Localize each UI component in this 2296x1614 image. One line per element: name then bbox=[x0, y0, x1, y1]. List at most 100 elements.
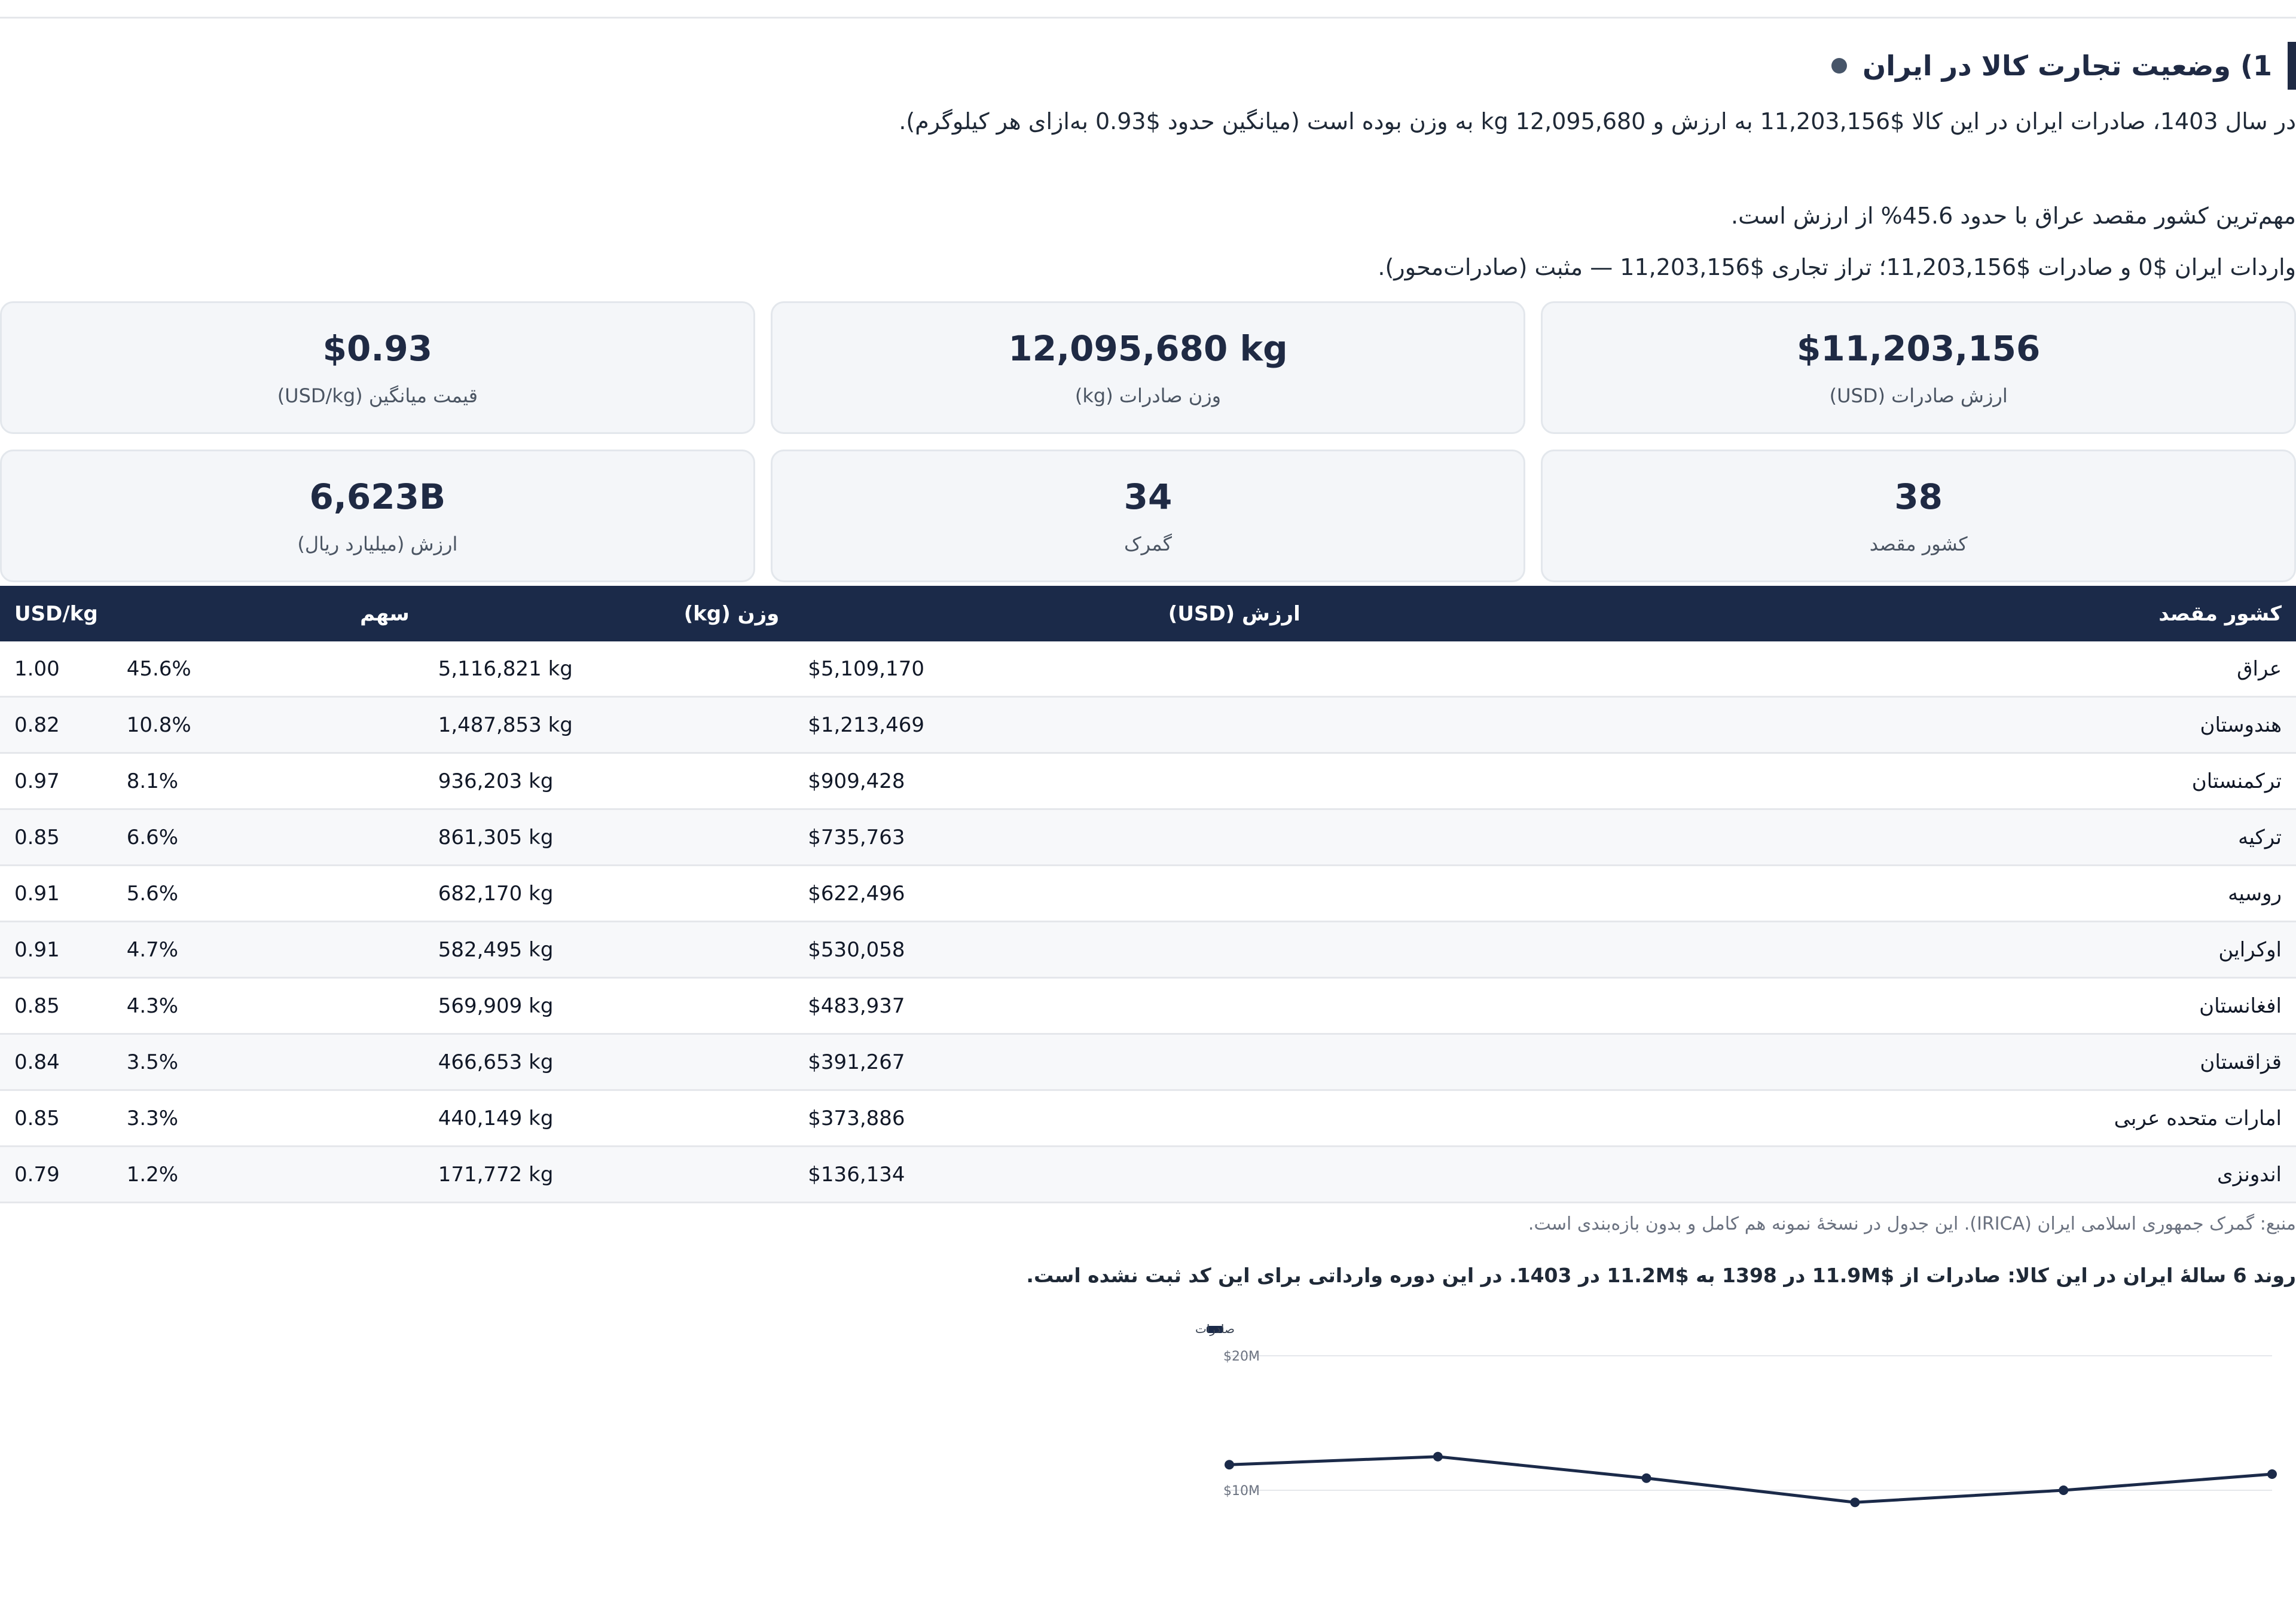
cell-value: $483,937 bbox=[793, 977, 1315, 1035]
cell-weight: 5,116,821 kg bbox=[423, 641, 794, 698]
table-row: ترکیه $735,763 861,305 kg 6.6% 0.85 bbox=[0, 809, 2296, 866]
summary-paragraph-1: در سال 1403، صادرات ایران در این کالا $1… bbox=[899, 108, 2296, 134]
kpi-label: قیمت میانگین (USD/kg) bbox=[277, 384, 478, 407]
source-note: منبع: گمرک جمهوری اسلامی ایران (IRICA). … bbox=[1528, 1213, 2296, 1234]
kpi-card-value-rial: 6,623B ارزش (میلیارد ریال) bbox=[0, 450, 755, 582]
cell-value: $391,267 bbox=[793, 1034, 1315, 1091]
data-point bbox=[1225, 1460, 1234, 1470]
kpi-card-destination-countries: 38 کشور مقصد bbox=[1541, 450, 2296, 582]
data-point bbox=[1641, 1473, 1651, 1483]
cell-share: 1.2% bbox=[112, 1146, 424, 1203]
trend-chart-svg: $20M $10M صادرات bbox=[1195, 1322, 2277, 1508]
cell-share: 4.3% bbox=[112, 977, 424, 1035]
cell-value: $530,058 bbox=[793, 921, 1315, 979]
destination-table: کشور مقصد ارزش (USD) وزن (kg) سهم USD/kg… bbox=[0, 586, 2296, 1203]
cell-weight: 466,653 kg bbox=[423, 1034, 794, 1091]
kpi-value: 38 bbox=[1894, 476, 1943, 517]
section-title: 1) وضعیت تجارت کالا در ایران bbox=[1862, 50, 2272, 82]
kpi-label: گمرک bbox=[1124, 533, 1173, 555]
cell-weight: 440,149 kg bbox=[423, 1090, 794, 1147]
cell-weight: 171,772 kg bbox=[423, 1146, 794, 1203]
kpi-card-average-price: $0.93 قیمت میانگین (USD/kg) bbox=[0, 301, 755, 434]
cell-share: 4.7% bbox=[112, 921, 424, 979]
cell-country: اندونزی bbox=[1314, 1146, 2296, 1203]
table-row: روسیه $622,496 682,170 kg 5.6% 0.91 bbox=[0, 865, 2296, 922]
cell-value: $5,109,170 bbox=[793, 641, 1315, 698]
series-line-exports bbox=[1229, 1455, 2273, 1504]
kpi-value: 12,095,680 kg bbox=[1008, 328, 1288, 369]
cell-share: 10.8% bbox=[112, 696, 424, 754]
cell-share: 3.5% bbox=[112, 1034, 424, 1091]
cell-usd-per-kg: 0.91 bbox=[0, 865, 112, 922]
top-divider bbox=[0, 0, 2296, 19]
cell-usd-per-kg: 0.85 bbox=[0, 1090, 112, 1147]
data-point bbox=[1433, 1451, 1443, 1462]
cell-value: $735,763 bbox=[793, 809, 1315, 866]
cell-share: 8.1% bbox=[112, 753, 424, 810]
cell-share: 3.3% bbox=[112, 1090, 424, 1147]
cell-weight: 569,909 kg bbox=[423, 977, 794, 1035]
cell-share: 5.6% bbox=[112, 865, 424, 922]
data-point bbox=[1850, 1497, 1860, 1508]
bullet-dot-icon bbox=[1831, 58, 1847, 74]
kpi-card-export-value: $11,203,156 ارزش صادرات (USD) bbox=[1541, 301, 2296, 434]
kpi-card-customs: 34 گمرک bbox=[770, 450, 1526, 582]
y-tick-label: $10M bbox=[1223, 1484, 1260, 1499]
table-row: عراق $5,109,170 5,116,821 kg 45.6% 1.00 bbox=[0, 641, 2296, 698]
cell-country: ترکیه bbox=[1314, 809, 2296, 866]
table-row: قزاقستان $391,267 466,653 kg 3.5% 0.84 bbox=[0, 1034, 2296, 1091]
table-row: امارات متحده عربی $373,886 440,149 kg 3.3% 0… bbox=[0, 1090, 2296, 1147]
data-point bbox=[2267, 1469, 2277, 1479]
cell-value: $622,496 bbox=[793, 865, 1315, 922]
cell-usd-per-kg: 0.97 bbox=[0, 753, 112, 810]
kpi-value: $11,203,156 bbox=[1797, 328, 2041, 369]
trend-chart: $20M $10M صادرات bbox=[1184, 1309, 2296, 1614]
table-header-row: کشور مقصد ارزش (USD) وزن (kg) سهم USD/kg bbox=[0, 586, 2296, 641]
section-heading: 1) وضعیت تجارت کالا در ایران bbox=[1831, 42, 2296, 90]
header-country: کشور مقصد bbox=[1314, 586, 2296, 641]
kpi-label: کشور مقصد bbox=[1869, 533, 1968, 555]
cell-usd-per-kg: 0.82 bbox=[0, 696, 112, 754]
legend-label: صادرات bbox=[1195, 1322, 1235, 1336]
cell-value: $373,886 bbox=[793, 1090, 1315, 1147]
kpi-value: 34 bbox=[1123, 476, 1173, 517]
cell-country: اوکراین bbox=[1314, 921, 2296, 979]
cell-usd-per-kg: 0.79 bbox=[0, 1146, 112, 1203]
cell-country: امارات متحده عربی bbox=[1314, 1090, 2296, 1147]
cell-usd-per-kg: 0.84 bbox=[0, 1034, 112, 1091]
cell-usd-per-kg: 0.85 bbox=[0, 977, 112, 1035]
legend-swatch bbox=[1207, 1326, 1223, 1333]
y-tick-label: $20M bbox=[1223, 1349, 1260, 1364]
summary-paragraph-2: مهم‌ترین کشور مقصد عراق با حدود 45.6% از… bbox=[1731, 203, 2296, 229]
header-weight: وزن (kg) bbox=[423, 586, 794, 641]
cell-value: $136,134 bbox=[793, 1146, 1315, 1203]
header-usd-per-kg: USD/kg bbox=[0, 586, 112, 641]
cell-usd-per-kg: 0.91 bbox=[0, 921, 112, 979]
cell-country: افغانستان bbox=[1314, 977, 2296, 1035]
cell-weight: 682,170 kg bbox=[423, 865, 794, 922]
table-row: اوکراین $530,058 582,495 kg 4.7% 0.91 bbox=[0, 921, 2296, 979]
cell-weight: 1,487,853 kg bbox=[423, 696, 794, 754]
kpi-value: $0.93 bbox=[322, 328, 433, 369]
cell-weight: 936,203 kg bbox=[423, 753, 794, 810]
cell-usd-per-kg: 1.00 bbox=[0, 641, 112, 698]
cell-country: ترکمنستان bbox=[1314, 753, 2296, 810]
cell-weight: 861,305 kg bbox=[423, 809, 794, 866]
table-row: ترکمنستان $909,428 936,203 kg 8.1% 0.97 bbox=[0, 753, 2296, 810]
table-row: اندونزی $136,134 171,772 kg 1.2% 0.79 bbox=[0, 1146, 2296, 1203]
header-share: سهم bbox=[112, 586, 424, 641]
kpi-grid: $11,203,156 ارزش صادرات (USD) 12,095,680… bbox=[0, 301, 2296, 582]
cell-country: هندوستان bbox=[1314, 696, 2296, 754]
cell-value: $1,213,469 bbox=[793, 696, 1315, 754]
cell-country: قزاقستان bbox=[1314, 1034, 2296, 1091]
cell-country: روسیه bbox=[1314, 865, 2296, 922]
kpi-label: ارزش صادرات (USD) bbox=[1829, 384, 2008, 407]
table-row: هندوستان $1,213,469 1,487,853 kg 10.8% 0.82 bbox=[0, 696, 2296, 754]
cell-country: عراق bbox=[1314, 641, 2296, 698]
cell-share: 6.6% bbox=[112, 809, 424, 866]
cell-weight: 582,495 kg bbox=[423, 921, 794, 979]
header-value: ارزش (USD) bbox=[793, 586, 1315, 641]
cell-usd-per-kg: 0.85 bbox=[0, 809, 112, 866]
data-point bbox=[2059, 1485, 2069, 1495]
